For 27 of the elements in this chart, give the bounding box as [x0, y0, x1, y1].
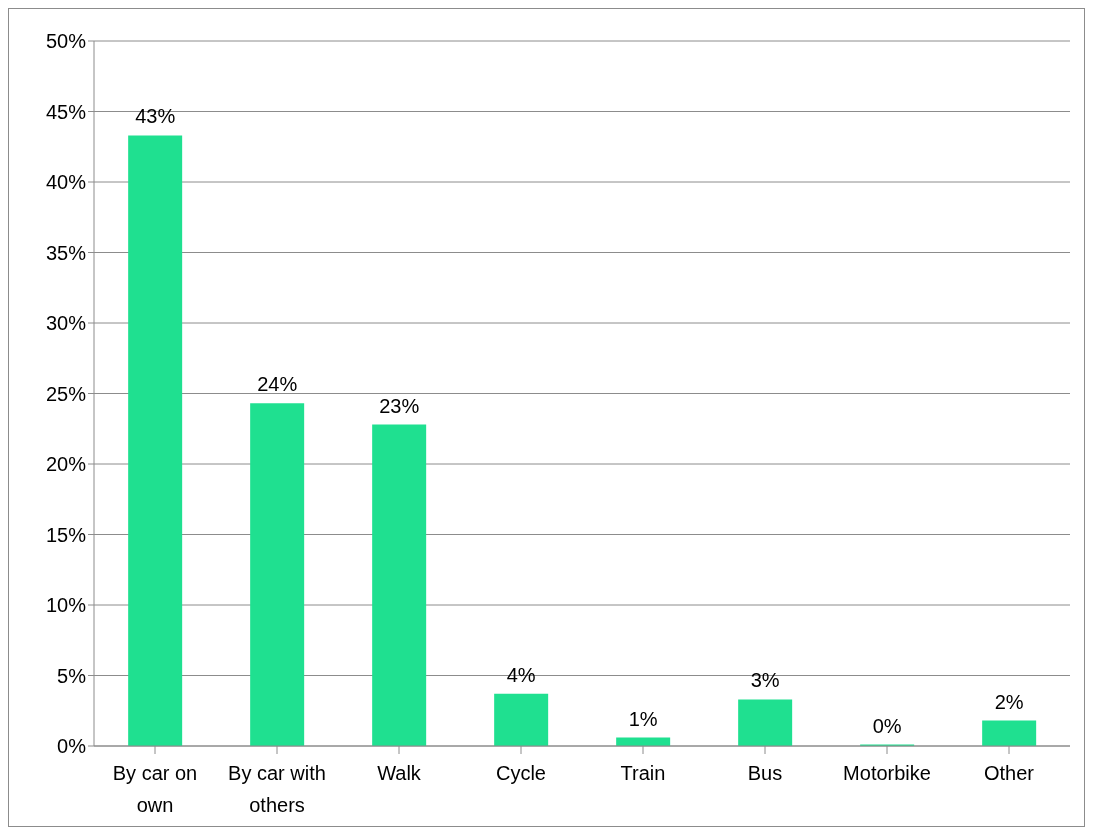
- data-label: 1%: [628, 707, 658, 730]
- data-label: 24%: [257, 373, 298, 396]
- x-tick-label: Train: [620, 762, 666, 784]
- y-tick-label: 10%: [45, 594, 87, 617]
- data-label: 2%: [994, 690, 1024, 713]
- y-tick-label: 20%: [45, 453, 87, 476]
- y-tick-label: 30%: [45, 312, 87, 335]
- data-label: 0%: [872, 714, 902, 737]
- data-label: 4%: [506, 663, 536, 686]
- y-tick-label: 40%: [45, 171, 87, 194]
- y-tick-label: 15%: [45, 523, 87, 546]
- y-tick-label: 45%: [45, 100, 87, 123]
- x-tick-label: By car with others: [228, 762, 326, 816]
- x-tick-label: By car on own: [112, 762, 198, 816]
- data-label: 3%: [750, 669, 780, 692]
- x-tick-label: Other: [983, 762, 1035, 784]
- y-tick-label: 5%: [57, 664, 87, 687]
- x-tick-label: Cycle: [495, 762, 547, 784]
- y-tick-label: 0%: [57, 735, 87, 758]
- x-tick-label: Bus: [747, 762, 783, 784]
- data-label: 23%: [379, 394, 420, 417]
- y-tick-label: 25%: [45, 382, 87, 405]
- y-tick-label: 50%: [45, 30, 87, 53]
- x-tick-label: Motorbike: [843, 762, 931, 784]
- data-label: 43%: [135, 105, 176, 128]
- x-tick-label: Walk: [377, 762, 422, 784]
- y-tick-label: 35%: [45, 241, 87, 264]
